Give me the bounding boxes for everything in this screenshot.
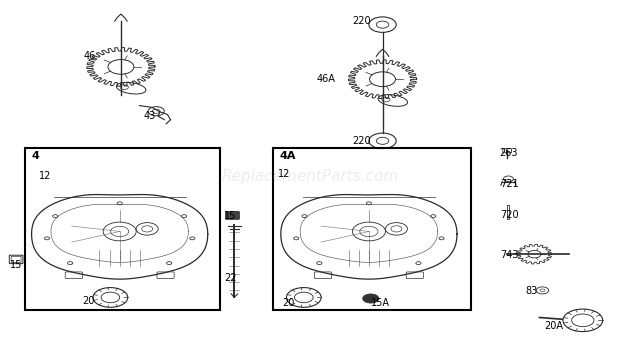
Circle shape [369,17,396,32]
Text: 220: 220 [352,136,371,146]
Circle shape [563,309,603,332]
Circle shape [363,294,379,303]
Text: 15A: 15A [371,298,390,308]
Circle shape [302,215,307,218]
FancyBboxPatch shape [406,272,423,278]
Circle shape [153,109,160,113]
Text: 20: 20 [82,296,95,306]
Bar [25,148,220,310]
Circle shape [136,222,158,235]
Circle shape [148,107,164,116]
Text: 12: 12 [39,171,51,181]
FancyBboxPatch shape [11,256,21,263]
Circle shape [369,133,396,149]
Ellipse shape [117,82,146,94]
Circle shape [294,292,313,303]
Circle shape [117,202,122,205]
Circle shape [416,262,421,265]
Circle shape [93,288,128,307]
Circle shape [386,222,407,235]
Circle shape [376,21,389,28]
Circle shape [53,215,58,218]
Text: 743: 743 [500,250,518,260]
Circle shape [370,72,396,87]
Circle shape [190,237,195,240]
Text: 46A: 46A [316,74,335,84]
Circle shape [540,289,545,292]
Circle shape [101,292,120,303]
Circle shape [142,226,153,232]
Circle shape [503,176,513,182]
Circle shape [103,222,136,241]
Circle shape [294,237,299,240]
Circle shape [528,250,541,258]
Circle shape [391,226,402,232]
Circle shape [439,237,444,240]
Text: 263: 263 [500,148,518,158]
Text: 15: 15 [10,260,22,270]
Circle shape [286,288,321,307]
Circle shape [317,262,322,265]
Circle shape [68,262,73,265]
Ellipse shape [378,95,407,106]
Text: 15: 15 [224,212,237,221]
FancyBboxPatch shape [503,149,512,153]
Circle shape [110,226,129,237]
Text: 20A: 20A [544,321,564,331]
Text: 720: 720 [500,210,518,220]
Circle shape [572,314,594,327]
Circle shape [376,137,389,144]
Text: 4: 4 [31,151,39,161]
Text: 46: 46 [84,51,96,61]
Circle shape [120,85,128,89]
Circle shape [108,59,134,74]
Circle shape [167,262,172,265]
FancyBboxPatch shape [226,212,239,219]
Circle shape [352,222,386,241]
Text: 12: 12 [278,169,290,179]
Circle shape [360,226,378,237]
Text: 220: 220 [352,16,371,26]
Circle shape [382,97,390,102]
Circle shape [45,237,50,240]
Text: 83: 83 [526,287,538,296]
FancyBboxPatch shape [9,255,23,264]
Text: 22: 22 [224,273,237,283]
FancyBboxPatch shape [65,272,82,278]
Circle shape [431,215,436,218]
FancyBboxPatch shape [314,272,332,278]
Circle shape [182,215,187,218]
Bar [273,148,471,310]
Text: 20: 20 [282,298,294,308]
Text: 4A: 4A [279,151,296,161]
Text: 721: 721 [500,179,518,189]
FancyBboxPatch shape [157,272,174,278]
Circle shape [366,202,371,205]
Circle shape [536,287,549,294]
Text: ReplacementParts.com: ReplacementParts.com [221,169,399,183]
Text: 43: 43 [144,111,156,121]
